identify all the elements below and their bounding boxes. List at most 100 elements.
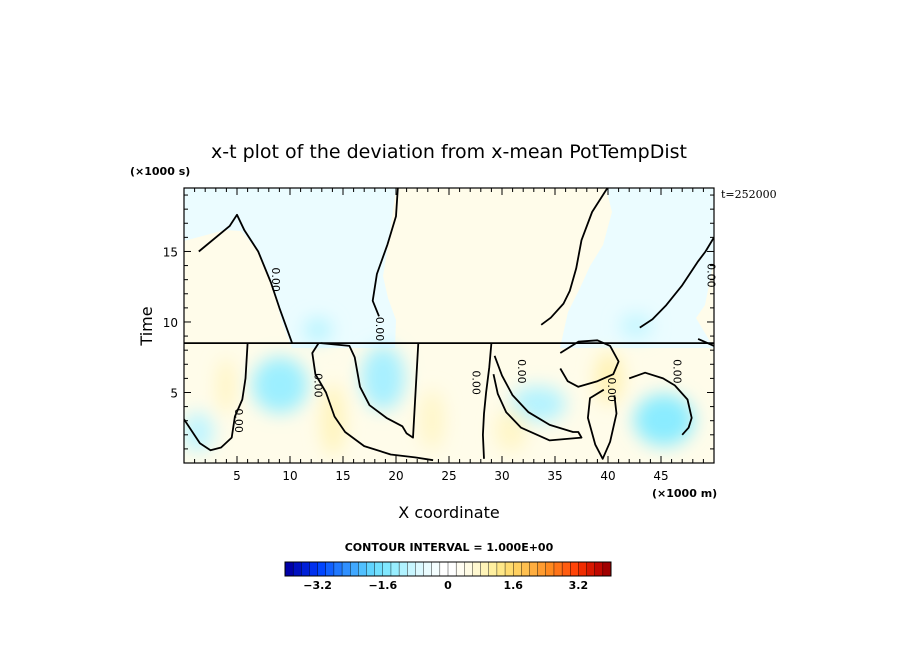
contour-line <box>492 355 583 442</box>
colorbar-segment <box>292 561 302 577</box>
y-axis-label: Time <box>137 306 156 346</box>
plot-area: 0.00 0.00 0.00 0.00 0.00 0.00 0.00 0.00 0.00 5 10… <box>163 187 718 483</box>
cold-anomaly <box>304 318 332 342</box>
contour-interval-text: CONTOUR INTERVAL = 1.000E+00 <box>345 541 554 554</box>
warm-anomaly <box>420 390 444 450</box>
colorbar-segment <box>504 561 514 577</box>
shading-layer <box>184 188 714 463</box>
cold-anomaly <box>510 386 566 422</box>
contour-line <box>371 188 399 317</box>
colorbar-segment <box>423 561 433 577</box>
colorbar-segment <box>309 561 319 577</box>
warm-anomaly <box>218 358 234 414</box>
colorbar-segment <box>602 561 612 577</box>
cold-anomaly <box>184 412 214 452</box>
x-tick-label: 15 <box>335 469 350 483</box>
colorbar-tick-label: −1.6 <box>368 579 397 592</box>
x-tick-label: 10 <box>282 469 297 483</box>
colorbar-segment <box>382 561 392 577</box>
colorbar-frame <box>284 561 612 577</box>
contour-line <box>320 342 420 439</box>
chart-title: x-t plot of the deviation from x-mean Po… <box>211 141 687 163</box>
contour-label: 0.00 <box>311 373 324 398</box>
colorbar-segment <box>545 561 555 577</box>
colorbar-segment <box>415 561 425 577</box>
colorbar-tick-label: 3.2 <box>569 579 589 592</box>
x-axis-label: X coordinate <box>398 503 499 522</box>
colorbar-segment <box>594 561 604 577</box>
colorbar-segment <box>480 561 490 577</box>
colorbar: −3.2 −1.6 0 1.6 3.2 <box>284 561 612 592</box>
colorbar-segment <box>301 561 310 577</box>
contour-line <box>540 188 609 326</box>
x-tick-label: 45 <box>653 469 668 483</box>
x-unit-label: (×1000 m) <box>652 487 717 500</box>
warm-anomaly <box>495 408 527 452</box>
y-tick-label: 15 <box>163 245 178 259</box>
contour-lines <box>184 188 714 462</box>
y-tick-label: 10 <box>163 316 178 330</box>
colorbar-segment <box>325 561 335 577</box>
contour-line <box>198 213 293 344</box>
colorbar-segment <box>398 561 408 577</box>
contour-label: 0.00 <box>605 377 618 402</box>
cold-anomaly <box>634 394 694 446</box>
colorbar-segment <box>431 561 441 577</box>
contour-line <box>311 342 434 462</box>
positive-region <box>184 188 714 463</box>
colorbar-tick-label: −3.2 <box>303 579 332 592</box>
colorbar-segment <box>358 561 368 577</box>
cold-anomaly <box>252 357 308 413</box>
colorbar-segment <box>333 561 343 577</box>
colorbar-segment <box>341 561 351 577</box>
colorbar-segment <box>553 561 563 577</box>
x-tick-label: 40 <box>600 469 615 483</box>
colorbar-segment <box>407 561 416 577</box>
warm-anomaly <box>321 384 345 456</box>
cold-anomaly <box>361 346 405 410</box>
colorbar-segment <box>521 561 530 577</box>
contour-line <box>587 388 618 460</box>
contour-label: 0.00 <box>515 359 528 384</box>
time-stamp: t=252000 <box>721 188 777 201</box>
colorbar-tick-label: 1.6 <box>503 579 523 592</box>
colorbar-segment <box>561 561 571 577</box>
colorbar-segment <box>350 561 359 577</box>
colorbar-segment <box>317 561 327 577</box>
contour-label: 0.00 <box>269 267 282 292</box>
contour-label: 0.00 <box>469 370 482 395</box>
y-tick-label: 5 <box>170 386 178 400</box>
contour-line <box>639 236 714 329</box>
colorbar-segment <box>578 561 588 577</box>
contour-label: 0.00 <box>705 263 718 288</box>
contour-line <box>628 371 693 436</box>
contour-labels: 0.00 0.00 0.00 0.00 0.00 0.00 0.00 0.00 0.00 <box>232 263 718 433</box>
x-tick-label: 5 <box>233 469 241 483</box>
colorbar-segment <box>570 561 579 577</box>
colorbar-segment <box>455 561 465 577</box>
colorbar-segment <box>439 561 449 577</box>
colorbar-segment <box>496 561 506 577</box>
colorbar-segment <box>472 561 482 577</box>
contour-label: 0.00 <box>671 359 684 384</box>
colorbar-segment <box>374 561 384 577</box>
y-axis: 5 10 15 <box>163 194 714 450</box>
cold-anomaly <box>620 314 652 338</box>
colorbar-segment <box>447 561 457 577</box>
contour-line <box>482 343 493 459</box>
colorbar-segment <box>513 561 522 577</box>
contour-line <box>559 339 620 388</box>
contour-label: 0.00 <box>232 408 245 433</box>
colorbar-segment <box>537 561 547 577</box>
x-tick-label: 30 <box>494 469 509 483</box>
y-unit-label: (×1000 s) <box>130 165 190 178</box>
colorbar-segment <box>529 561 539 577</box>
x-tick-label: 35 <box>547 469 562 483</box>
colorbar-segment <box>366 561 376 577</box>
x-tick-label: 25 <box>441 469 456 483</box>
contour-line <box>184 343 249 452</box>
colorbar-segment <box>284 561 294 577</box>
x-tick-label: 20 <box>388 469 403 483</box>
colorbar-segment <box>488 561 498 577</box>
